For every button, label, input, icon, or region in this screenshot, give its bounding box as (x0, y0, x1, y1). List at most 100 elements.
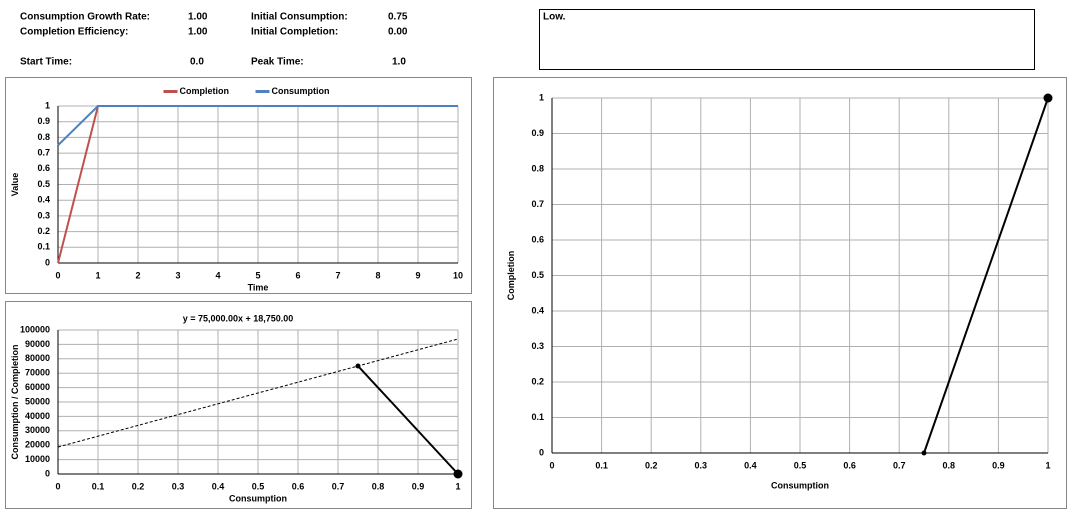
x-tick-label: 10 (453, 270, 463, 280)
x-tick-label: 4 (215, 270, 220, 280)
y-tick-label: 0.3 (531, 341, 544, 351)
y-tick-label: 0 (539, 447, 544, 457)
x-tick-label: 0.7 (332, 481, 345, 491)
y-tick-label: 1 (45, 100, 50, 110)
series-line (57, 338, 459, 448)
y-tick-label: 80000 (25, 353, 50, 363)
y-tick-label: 0.9 (531, 128, 544, 138)
y-axis-label: Consumption / Completion (10, 345, 20, 460)
y-tick-label: 0.5 (531, 270, 544, 280)
x-tick-label: 0.6 (843, 460, 856, 470)
y-tick-label: 1 (539, 92, 544, 102)
y-tick-label: 0.7 (37, 147, 50, 157)
param-value: 1.0 (392, 57, 406, 68)
y-tick-label: 0.7 (531, 199, 544, 209)
legend-label: Consumption (272, 86, 330, 96)
x-tick-label: 0.9 (992, 460, 1005, 470)
y-tick-label: 0.1 (37, 242, 50, 252)
x-tick-label: 0.7 (893, 460, 906, 470)
chart-area (5, 77, 472, 294)
x-tick-label: 1 (1045, 460, 1050, 470)
y-tick-label: 100000 (20, 324, 50, 334)
param-label: Consumption Growth Rate: (20, 12, 150, 23)
param-label: Completion Efficiency: (20, 27, 128, 38)
y-axis-label: Completion (506, 251, 516, 301)
y-tick-label: 90000 (25, 339, 50, 349)
point (355, 363, 361, 369)
y-tick-label: 0.6 (37, 163, 50, 173)
param-label: Start Time: (20, 57, 72, 68)
param-label: Initial Completion: (251, 27, 338, 38)
x-axis-label: Consumption (229, 493, 287, 503)
x-tick-label: 0.4 (744, 460, 757, 470)
x-tick-label: 0.5 (794, 460, 807, 470)
y-tick-label: 0.8 (531, 163, 544, 173)
x-tick-label: 2 (135, 270, 140, 280)
x-tick-label: 1 (455, 481, 460, 491)
point (1043, 93, 1053, 103)
x-tick-label: 0.9 (412, 481, 425, 491)
x-tick-label: 3 (175, 270, 180, 280)
param-value: 0.00 (388, 27, 408, 38)
x-tick-label: 0 (549, 460, 554, 470)
x-tick-label: 0.3 (695, 460, 708, 470)
x-tick-label: 0.6 (292, 481, 305, 491)
y-tick-label: 0 (45, 257, 50, 267)
x-tick-label: 7 (335, 270, 340, 280)
x-tick-label: 0.2 (132, 481, 145, 491)
y-axis-label: Value (10, 173, 20, 197)
chart-area (5, 301, 472, 509)
x-tick-label: 0 (55, 270, 60, 280)
x-tick-label: 0.4 (212, 481, 225, 491)
series-line (357, 365, 459, 475)
y-tick-label: 0.2 (37, 226, 50, 236)
x-axis-label: Time (248, 282, 269, 292)
y-tick-label: 0.4 (37, 195, 50, 205)
y-tick-label: 0.1 (531, 412, 544, 422)
chart-area (493, 77, 1067, 509)
param-value: 0.0 (190, 57, 204, 68)
y-tick-label: 40000 (25, 411, 50, 421)
chart-title: y = 75,000.00x + 18,750.00 (183, 313, 294, 323)
legend-label: Completion (180, 86, 230, 96)
x-tick-label: 0.5 (252, 481, 265, 491)
y-tick-label: 30000 (25, 425, 50, 435)
x-tick-label: 0.3 (172, 481, 185, 491)
y-tick-label: 0.2 (531, 376, 544, 386)
x-tick-label: 6 (295, 270, 300, 280)
param-value: 0.75 (388, 12, 408, 23)
x-tick-label: 0.1 (92, 481, 105, 491)
point (921, 450, 927, 456)
param-value: 1.00 (188, 27, 208, 38)
x-tick-label: 0.1 (595, 460, 608, 470)
y-tick-label: 20000 (25, 440, 50, 450)
y-tick-label: 0.9 (37, 116, 50, 126)
x-tick-label: 0.8 (943, 460, 956, 470)
y-tick-label: 60000 (25, 382, 50, 392)
x-tick-label: 0.8 (372, 481, 385, 491)
series-line (923, 97, 1049, 454)
x-tick-label: 9 (415, 270, 420, 280)
note-box (539, 9, 1035, 70)
x-tick-label: 1 (95, 270, 100, 280)
series-line (57, 105, 458, 146)
y-tick-label: 50000 (25, 396, 50, 406)
y-tick-label: 0.8 (37, 132, 50, 142)
x-tick-label: 8 (375, 270, 380, 280)
y-tick-label: 0.4 (531, 305, 544, 315)
x-tick-label: 0.2 (645, 460, 658, 470)
x-tick-label: 0 (55, 481, 60, 491)
point (453, 469, 463, 479)
y-tick-label: 0 (45, 468, 50, 478)
note-text: Low. (543, 12, 566, 23)
x-tick-label: 5 (255, 270, 260, 280)
y-tick-label: 0.5 (37, 179, 50, 189)
y-tick-label: 70000 (25, 368, 50, 378)
y-tick-label: 0.3 (37, 210, 50, 220)
param-label: Peak Time: (251, 57, 304, 68)
param-label: Initial Consumption: (251, 12, 348, 23)
param-value: 1.00 (188, 12, 208, 23)
y-tick-label: 0.6 (531, 234, 544, 244)
